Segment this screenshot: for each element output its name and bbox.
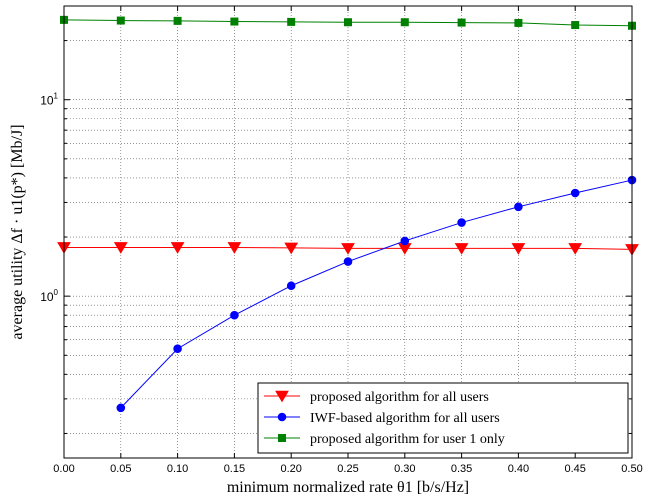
- data-point: [570, 188, 580, 198]
- data-point: [173, 344, 182, 354]
- x-tick-label: 0.20: [280, 463, 301, 475]
- legend-marker: [278, 434, 286, 442]
- data-point: [287, 17, 296, 26]
- series-2: [116, 175, 637, 413]
- plot-frame: [63, 5, 633, 459]
- legend: proposed algorithm for all users IWF-base…: [257, 382, 629, 454]
- data-point: [230, 17, 239, 26]
- data-point: [113, 242, 128, 254]
- data-point: [170, 242, 185, 254]
- x-tick-label: 0.15: [224, 463, 245, 475]
- x-tick-label: 0.25: [337, 463, 358, 475]
- data-point: [286, 281, 296, 291]
- data-point: [116, 16, 125, 25]
- x-tick-label: 0.10: [167, 463, 188, 475]
- y-tick-exponent: 0: [54, 288, 59, 297]
- data-point: [457, 218, 466, 227]
- x-tick-label: 0.35: [451, 463, 472, 475]
- x-tick-label: 0.45: [564, 463, 585, 475]
- legend-marker: [275, 390, 289, 403]
- x-tick-label: 0.50: [621, 463, 642, 475]
- data-point: [511, 243, 526, 255]
- data-point: [568, 243, 583, 255]
- data-point: [400, 18, 409, 27]
- legend-label: proposed algorithm for all users: [310, 390, 489, 405]
- legend-label: proposed algorithm for user 1 only: [310, 432, 505, 447]
- data-point: [230, 310, 239, 320]
- y-tick-base: 10: [40, 290, 54, 304]
- x-tick-label: 0.30: [394, 463, 415, 475]
- data-point: [514, 18, 523, 27]
- legend-entry: IWF-based algorithm for all users: [264, 411, 500, 426]
- legend-entry: proposed algorithm for user 1 only: [264, 432, 505, 447]
- x-tick-label: 0.40: [508, 463, 529, 475]
- data-point: [116, 403, 126, 413]
- data-point: [284, 242, 299, 255]
- data-point: [227, 242, 242, 254]
- data-point: [173, 16, 182, 25]
- series-line: [120, 179, 633, 409]
- legend-box: [257, 382, 629, 454]
- y-tick-label: 100: [40, 288, 58, 304]
- y-tick-label: 101: [40, 92, 58, 108]
- y-axis-label: average utility Δf · u1(p*) [Mb/J]: [9, 124, 26, 339]
- data-point: [514, 202, 523, 212]
- data-point: [571, 21, 580, 30]
- data-point: [343, 257, 353, 266]
- x-tick-label: 0.00: [53, 463, 74, 475]
- data-point: [341, 243, 355, 255]
- y-tick-exponent: 1: [54, 92, 59, 101]
- data-point: [457, 18, 466, 27]
- data-point: [400, 236, 410, 246]
- data-point: [344, 18, 352, 27]
- x-tick-label: 0.05: [110, 463, 131, 475]
- data-point: [454, 243, 469, 255]
- x-axis-label: minimum normalized rate θ1 [b/s/Hz]: [227, 479, 469, 496]
- legend-marker: [277, 412, 287, 422]
- y-tick-base: 10: [40, 94, 54, 108]
- x-tick-labels: 0.00 0.05 0.10 0.15 0.20 0.25 0.30 0.35 0.40 0.45…: [53, 463, 642, 475]
- legend-entry: proposed algorithm for all users: [264, 390, 489, 405]
- legend-label: IWF-based algorithm for all users: [310, 411, 500, 426]
